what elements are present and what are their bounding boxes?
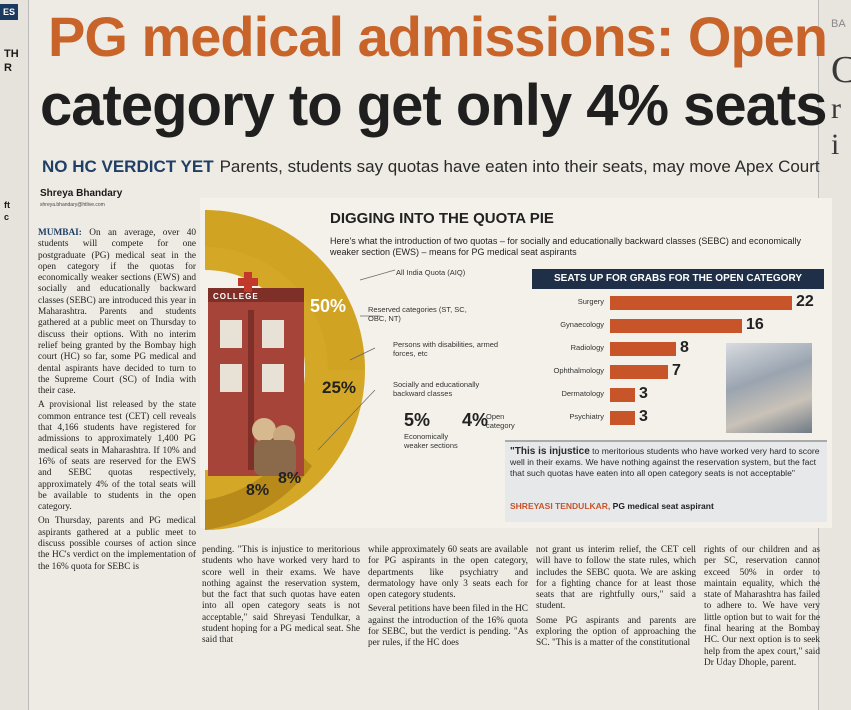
leader-line	[317, 389, 376, 451]
quote-lead: "This is injustice	[510, 446, 590, 457]
dateline: MUMBAI:	[38, 228, 82, 238]
bar-category-label: Dermatology	[561, 389, 604, 398]
bar	[610, 411, 635, 425]
quote-attribution: SHREYASI TENDULKAR, PG medical seat aspi…	[510, 501, 714, 511]
left-adjacent-column: ES TH R ft c	[0, 0, 29, 710]
window	[220, 364, 242, 392]
gutter-text: c	[4, 212, 10, 222]
gutter-text: ft	[4, 200, 10, 210]
bar-value-label: 7	[672, 362, 681, 379]
gutter-text: r	[831, 92, 841, 125]
window	[262, 320, 284, 348]
bar-value-label: 8	[680, 339, 689, 356]
leader-line	[349, 347, 376, 361]
segment-value: 8%	[278, 470, 302, 487]
bar-category-label: Ophthalmology	[553, 366, 604, 375]
ring-shade	[205, 210, 365, 370]
subheadline: NO HC VERDICT YET Parents, students say q…	[42, 157, 822, 177]
leader-line	[359, 269, 396, 281]
bar-row: Dermatology 3	[532, 386, 822, 402]
article-column-5: rights of our children and as per SC, re…	[704, 545, 820, 672]
bar-category-label: Radiology	[570, 343, 604, 352]
subhead-text: Parents, students say quotas have eaten …	[219, 157, 820, 176]
segment-label: Persons with disabilities, armed forces,…	[393, 340, 499, 358]
pull-quote: "This is injustice to meritorious studen…	[510, 446, 822, 478]
students-illustration	[252, 418, 276, 442]
pillar	[248, 310, 254, 470]
hospital-photo	[726, 343, 812, 433]
section-tag: ES	[0, 4, 18, 20]
quote-name: SHREYASI TENDULKAR,	[510, 501, 611, 511]
gutter-text: C	[831, 49, 851, 91]
gutter-text: BA	[831, 18, 846, 30]
bar-value-label: 3	[639, 408, 648, 425]
article-column-3: while approximately 60 seats are availab…	[368, 545, 528, 653]
ring-segment-aiq	[205, 210, 365, 530]
segment-value: 8%	[246, 482, 270, 499]
paragraph: Several petitions have been filed in the…	[368, 604, 528, 649]
article-column-1: MUMBAI: On an average, over 40 students …	[38, 228, 196, 576]
bar-row: Gynaecology 16	[532, 317, 822, 333]
segment-label: Reserved categories (ST, SC, OBC, NT)	[368, 305, 467, 323]
byline-email: shreya.bhandary@htlive.com	[40, 202, 105, 208]
segment-value: 4%	[462, 410, 489, 430]
paragraph: On Thursday, parents and PG medical aspi…	[38, 516, 196, 572]
paragraph: Some PG aspirants and parents are explor…	[536, 615, 696, 649]
bar	[610, 365, 668, 379]
bar-category-label: Gynaecology	[560, 320, 604, 329]
window	[220, 320, 242, 348]
window	[262, 364, 284, 392]
quote-role: PG medical seat aspirant	[612, 501, 714, 511]
bar-row: Ophthalmology 7	[532, 363, 822, 379]
subhead-label: NO HC VERDICT YET	[42, 157, 214, 176]
paragraph: not grant us interim relief, the CET cel…	[536, 545, 696, 612]
gutter-text: i	[831, 128, 840, 161]
headline-line-2: category to get only 4% seats	[40, 73, 827, 138]
segment-label: Economically weaker sections	[404, 432, 458, 450]
red-cross-icon	[238, 278, 258, 286]
quote-text: to meritorious students who have worked …	[510, 446, 820, 478]
students-illustration	[254, 440, 296, 476]
bar-row: Radiology 8	[532, 340, 822, 356]
quota-pie-illustration	[205, 210, 396, 530]
paragraph: On an average, over 40 students will com…	[38, 228, 196, 397]
segment-value: 50%	[310, 296, 347, 316]
infographic-title: DIGGING INTO THE QUOTA PIE	[330, 210, 554, 227]
college-sign: COLLEGE	[213, 292, 259, 301]
bar	[610, 388, 635, 402]
pull-quote-box	[505, 440, 827, 522]
infographic-description: Here's what the introduction of two quot…	[330, 236, 801, 257]
bar	[610, 296, 792, 310]
paragraph: rights of our children and as per SC, re…	[704, 545, 820, 668]
bar-row: Surgery 22	[532, 294, 822, 310]
byline: Shreya Bhandary	[40, 188, 123, 199]
paragraph: A provisional list released by the state…	[38, 400, 196, 513]
bar-value-label: 22	[796, 293, 814, 310]
segment-label: Open category	[486, 412, 515, 430]
segment-label: Socially and educationally backward clas…	[393, 380, 480, 398]
college-sign-board	[208, 288, 304, 302]
segment-value: 25%	[322, 378, 357, 397]
segment-value: 5%	[404, 410, 431, 430]
segment-label: All India Quota (AIQ)	[396, 268, 466, 277]
article-column-2: pending. "This is injustice to meritorio…	[202, 545, 360, 650]
gutter-text: R	[4, 62, 12, 74]
bar-value-label: 3	[639, 385, 648, 402]
bar-value-label: 16	[746, 316, 764, 333]
bar-category-label: Surgery	[577, 297, 604, 306]
bar-row: Psychiatry 3	[532, 409, 822, 425]
bar	[610, 319, 742, 333]
bar	[610, 342, 676, 356]
bar-chart-title: SEATS UP FOR GRABS FOR THE OPEN CATEGORY	[532, 269, 824, 289]
paragraph: while approximately 60 seats are availab…	[368, 545, 528, 601]
article-column-4: not grant us interim relief, the CET cel…	[536, 545, 696, 653]
gutter-text: TH	[4, 48, 19, 60]
headline-line-1: PG medical admissions: Open	[48, 5, 828, 68]
bar-category-label: Psychiatry	[569, 412, 604, 421]
paragraph: pending. "This is injustice to meritorio…	[202, 545, 360, 646]
